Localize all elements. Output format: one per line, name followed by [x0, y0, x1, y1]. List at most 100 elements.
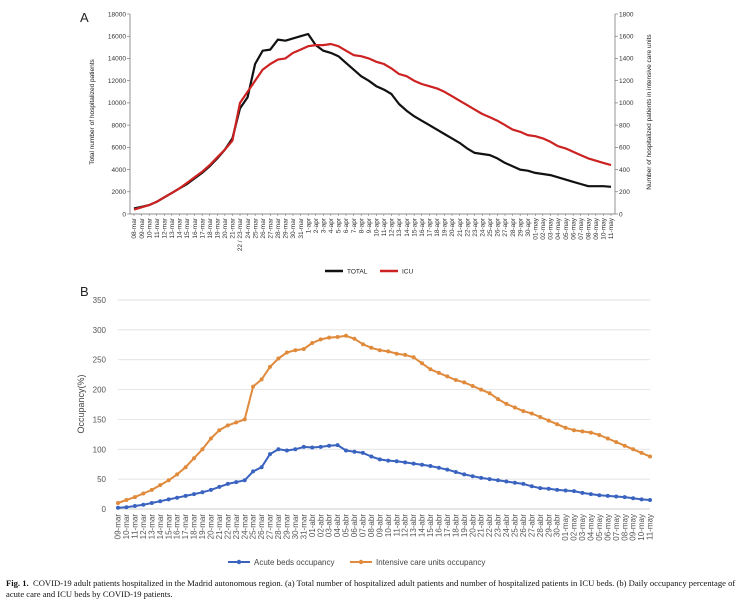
chart-b-point-acute — [234, 480, 239, 485]
chart-b-y-tick-label: 150 — [93, 415, 107, 424]
chart-a-x-tick-label: 27-mar — [267, 217, 274, 238]
chart-a-x-tick-label: 10-may — [601, 217, 608, 239]
chart-b-point-acute — [301, 444, 306, 449]
chart-b-x-tick-label: 31-mar — [299, 514, 308, 540]
chart-b-point-icu-occupancy — [479, 387, 484, 392]
chart-b-x-tick-label: 01-abr — [308, 514, 317, 537]
chart-b-x-tick-label: 12-abr — [401, 514, 410, 537]
chart-a-x-tick-label: 19-apr — [442, 217, 449, 237]
chart-b-x-tick-label: 07-may — [612, 514, 621, 541]
chart-a-y2-tick-label: 1200 — [619, 78, 634, 85]
chart-b-point-acute — [327, 443, 332, 448]
chart-a-y2-tick-label: 1400 — [619, 56, 634, 63]
chart-b-point-acute — [622, 495, 627, 500]
chart-a-x-tick-label: 12-mar — [161, 217, 168, 238]
chart-b-point-icu-occupancy — [132, 495, 137, 500]
chart-a-y2-axis-title: Number of hospitalized patients in inten… — [646, 34, 653, 190]
chart-b-x-tick-label: 29-abr — [544, 514, 553, 537]
chart-b-point-acute — [470, 474, 475, 479]
chart-a-x-tick-label: 11-may — [608, 217, 615, 239]
chart-b-point-icu-occupancy — [301, 347, 306, 351]
chart-a-y-tick-label: 2000 — [112, 189, 127, 196]
chart-b-point-icu-occupancy — [648, 454, 652, 459]
chart-b-point-acute — [318, 444, 323, 449]
chart-b-x-tick-label: 17-abr — [443, 514, 452, 537]
chart-b-point-acute — [631, 496, 636, 501]
chart-b-x-tick-label: 06-abr — [350, 514, 359, 537]
chart-b-x-tick-label: 28-abr — [536, 514, 545, 537]
chart-b-x-tick-label: 24-mar — [240, 514, 249, 540]
chart-a-x-tick-label: 29-apr — [517, 217, 524, 237]
chart-a-x-tick-label: 20-mar — [222, 217, 229, 238]
chart-a-x-tick-label: 08-mar — [131, 217, 138, 238]
chart-b-x-tick-label: 18-abr — [451, 514, 460, 537]
chart-a-x-tick-label: 18-mar — [207, 217, 214, 238]
chart-b-point-icu-occupancy — [208, 436, 213, 441]
chart-a-y-tick-label: 10000 — [108, 100, 126, 107]
chart-b-point-icu-occupancy — [141, 491, 146, 496]
chart-b-point-acute — [310, 445, 315, 450]
chart-b-x-tick-label: 21-abr — [477, 514, 486, 537]
chart-a-x-tick-label: 30-mar — [290, 217, 297, 238]
chart-a-x-tick-label: 10-apr — [373, 217, 380, 237]
chart-b-point-acute — [251, 469, 256, 474]
chart-a-x-tick-label: 09-may — [593, 217, 600, 239]
chart-b-legend: Acute beds occupancy Intensive care unit… — [228, 558, 485, 567]
chart-a-y-tick-label: 18000 — [108, 11, 126, 18]
chart-b-x-tick-label: 17-mar — [181, 514, 190, 540]
legend-label-icu: ICU — [402, 269, 414, 276]
chart-a-x-tick-label: 15-mar — [184, 217, 191, 238]
chart-a-y-tick-label: 4000 — [112, 167, 127, 174]
chart-b-point-icu-occupancy — [259, 377, 264, 382]
figure-caption: Fig. 1. COVID-19 adult patients hospital… — [6, 578, 744, 600]
chart-b-point-icu-occupancy — [149, 487, 154, 492]
chart-b-x-tick-label: 26-abr — [519, 514, 528, 537]
chart-b-point-icu-occupancy — [631, 447, 636, 452]
chart-b-point-icu-occupancy — [166, 478, 171, 483]
chart-b-point-icu-occupancy — [335, 335, 340, 339]
chart-b-point-acute — [284, 448, 289, 453]
chart-b-x-tick-label: 15-abr — [426, 514, 435, 537]
chart-b-point-icu-occupancy — [563, 425, 568, 430]
chart-b-point-icu-occupancy — [428, 367, 433, 372]
chart-a-x-tick-label: 16-mar — [192, 217, 199, 238]
chart-b-point-icu-occupancy — [175, 472, 180, 477]
chart-b-x-tick-label: 05-abr — [342, 514, 351, 537]
chart-b-point-icu-occupancy — [192, 456, 196, 461]
chart-b-point-acute — [639, 497, 644, 502]
chart-b-x-tick-label: 18-mar — [190, 514, 199, 540]
chart-a-y-tick-label: 14000 — [108, 56, 126, 63]
chart-a-x-tick-label: 27-apr — [502, 217, 509, 237]
chart-a-x-tick-label: 25-mar — [252, 217, 259, 238]
chart-b-point-acute — [259, 465, 264, 470]
chart-b-point-icu-occupancy — [445, 374, 450, 379]
chart-b-point-acute — [208, 487, 213, 492]
chart-a-x-tick-label: 11-apr — [381, 217, 388, 236]
chart-a-x-tick-label: 2-apr — [313, 217, 320, 233]
chart-b-point-acute — [293, 447, 298, 452]
chart-b-point-icu-occupancy — [521, 409, 526, 414]
chart-b-y-tick-label: 350 — [93, 296, 107, 305]
chart-b-point-acute — [132, 504, 137, 508]
chart-b-point-acute — [479, 475, 484, 480]
chart-b-x-tick-label: 16-mar — [173, 514, 182, 540]
chart-b-point-acute — [403, 460, 408, 465]
chart-b-point-icu-occupancy — [268, 364, 272, 369]
chart-a-x-tick-label: 24-mar — [245, 217, 252, 238]
legend-label-total: TOTAL — [347, 269, 368, 276]
chart-b-point-acute — [572, 489, 576, 494]
chart-b-point-acute — [192, 492, 196, 497]
chart-b-x-tick-label: 25-mar — [249, 514, 258, 540]
chart-b-x-tick-label: 04-abr — [333, 514, 342, 537]
chart-b-point-icu-occupancy — [158, 483, 163, 488]
chart-a-x-tick-label: 02-may — [540, 217, 547, 239]
chart-a-x-tick-label: 26-mar — [260, 217, 267, 238]
chart-b-y-tick-label: 200 — [93, 386, 107, 395]
chart-b-point-acute — [648, 498, 652, 502]
chart-b-point-acute — [344, 448, 348, 453]
chart-b-x-tick-label: 13-abr — [409, 514, 418, 537]
chart-b-point-acute — [496, 478, 500, 483]
chart-b-series-line-acute — [117, 444, 651, 509]
chart-b-point-icu-occupancy — [225, 423, 230, 428]
